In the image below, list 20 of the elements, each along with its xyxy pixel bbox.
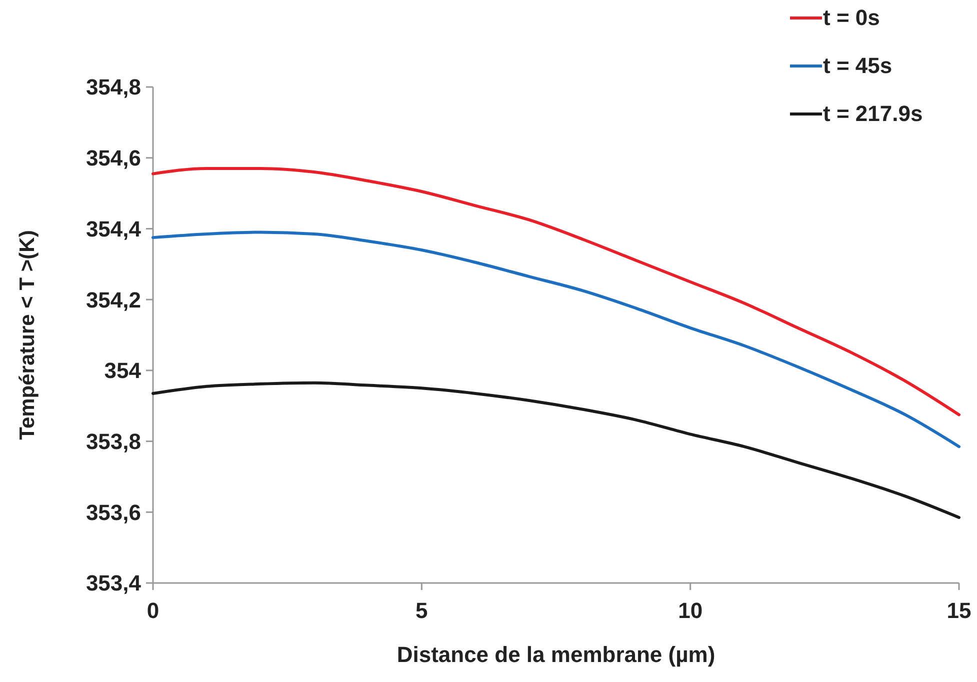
x-axis-title: Distance de la membrane (µm) [396,642,716,667]
legend-label: t = 217.9s [823,101,923,126]
y-tick-label: 354,8 [86,74,141,100]
y-tick-label: 354,2 [86,287,141,312]
y-tick-label: 354,6 [86,146,141,171]
y-tick-label: 353,6 [86,500,141,525]
y-tick-label: 354 [104,358,142,384]
x-tick-label: 0 [146,598,160,623]
y-axis-title: Température < T >(K) [16,230,39,440]
x-tick-label: 15 [946,598,972,623]
line-series [152,230,960,448]
y-tick-label: 353,4 [86,570,142,596]
line-series [152,381,960,519]
line-series [152,166,960,416]
legend-label: t = 0s [823,5,880,30]
y-tick-label: 353,8 [86,428,141,454]
y-tick-label: 354,4 [86,216,142,242]
legend-label: t = 45s [823,53,892,78]
x-tick-label: 10 [678,598,703,623]
x-tick-label: 5 [416,598,428,623]
